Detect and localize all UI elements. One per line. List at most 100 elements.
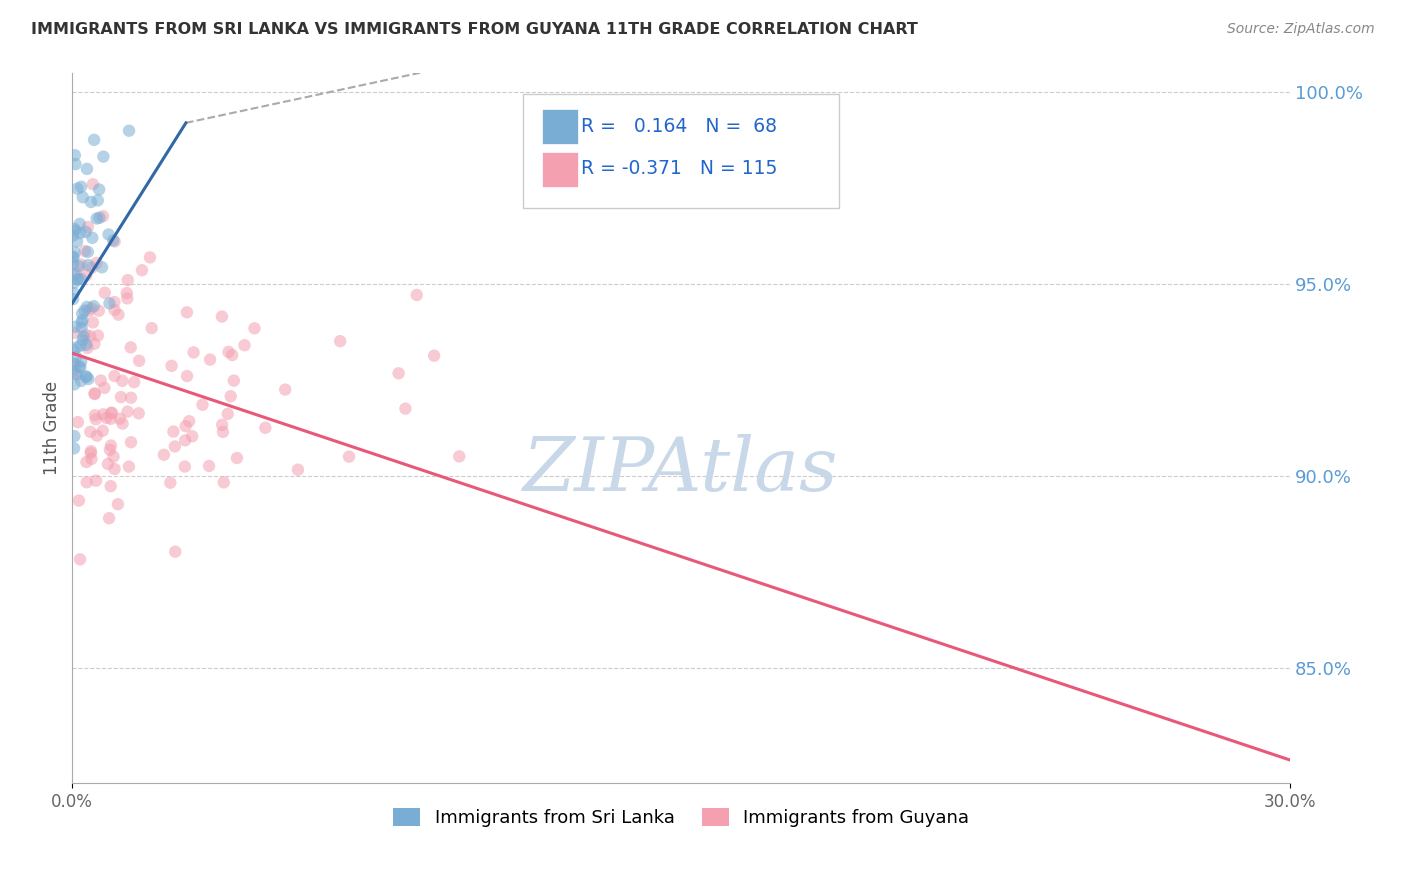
Point [118, 124, 141, 138]
Point [62, 250, 84, 264]
Point [73, 244, 96, 258]
Point [75, 268, 97, 283]
Point [222, 374, 245, 388]
Point [153, 448, 176, 462]
Point [75, 369, 97, 384]
Point [181, 429, 204, 443]
FancyBboxPatch shape [543, 109, 578, 144]
FancyBboxPatch shape [543, 152, 578, 186]
Point [211, 310, 233, 324]
Point [165, 545, 187, 559]
Point [83, 299, 105, 313]
Point [82, 315, 104, 329]
Point [179, 414, 201, 428]
Point [103, 450, 125, 464]
Point [62, 256, 84, 270]
Point [87, 303, 110, 318]
Point [120, 340, 142, 354]
Point [80, 452, 103, 467]
Point [75, 370, 97, 384]
Point [69, 338, 91, 352]
Point [80, 446, 103, 460]
Point [91, 209, 114, 223]
Point [120, 435, 142, 450]
Point [173, 459, 195, 474]
Text: R =   0.164   N =  68: R = 0.164 N = 68 [581, 117, 778, 136]
Point [87, 328, 110, 343]
Point [89, 182, 111, 196]
Point [75, 455, 97, 469]
Point [63, 148, 86, 162]
Point [176, 369, 198, 384]
Point [72, 313, 94, 327]
Point [75, 338, 97, 352]
Point [62, 228, 84, 243]
Point [79, 425, 101, 439]
Point [67, 493, 90, 508]
Point [110, 390, 132, 404]
Point [63, 224, 86, 238]
Text: R = -0.371   N = 115: R = -0.371 N = 115 [581, 160, 778, 178]
Point [62, 357, 84, 371]
Point [73, 303, 96, 318]
Point [162, 425, 184, 439]
Point [65, 341, 87, 355]
Point [83, 133, 105, 147]
Point [77, 304, 100, 318]
Point [80, 301, 103, 316]
Point [76, 475, 98, 490]
Point [63, 442, 86, 456]
Point [423, 349, 446, 363]
Point [79, 329, 101, 343]
Point [70, 179, 93, 194]
Point [394, 401, 416, 416]
Point [80, 194, 103, 209]
Point [233, 338, 256, 352]
Text: IMMIGRANTS FROM SRI LANKA VS IMMIGRANTS FROM GUYANA 11TH GRADE CORRELATION CHART: IMMIGRANTS FROM SRI LANKA VS IMMIGRANTS … [31, 22, 918, 37]
Point [191, 398, 214, 412]
Point [70, 315, 93, 329]
Point [62, 292, 84, 306]
Point [91, 408, 114, 422]
Point [69, 360, 91, 375]
Point [97, 227, 120, 242]
Point [66, 272, 89, 286]
Point [160, 359, 183, 373]
Point [96, 410, 118, 425]
Point [93, 381, 115, 395]
Point [97, 457, 120, 471]
Point [86, 428, 108, 442]
Point [77, 258, 100, 272]
Point [90, 374, 112, 388]
Point [84, 474, 107, 488]
Point [103, 295, 125, 310]
Point [107, 308, 129, 322]
Point [63, 222, 86, 236]
Point [69, 552, 91, 566]
Point [94, 285, 117, 300]
Point [104, 235, 127, 249]
Point [84, 412, 107, 426]
Point [67, 359, 90, 374]
Point [65, 367, 87, 381]
Point [108, 411, 131, 425]
Point [77, 219, 100, 234]
Point [91, 424, 114, 438]
Point [83, 386, 105, 401]
Point [103, 233, 125, 247]
Point [66, 272, 89, 286]
Point [100, 479, 122, 493]
Text: Source: ZipAtlas.com: Source: ZipAtlas.com [1227, 22, 1375, 37]
Point [131, 263, 153, 277]
Point [103, 303, 125, 318]
Point [100, 412, 122, 426]
Point [63, 429, 86, 443]
Text: ZIPAtlas: ZIPAtlas [523, 434, 839, 507]
Point [76, 244, 98, 259]
Point [65, 319, 87, 334]
Legend: Immigrants from Sri Lanka, Immigrants from Guyana: Immigrants from Sri Lanka, Immigrants fr… [385, 801, 976, 834]
Point [66, 368, 89, 382]
Point [128, 406, 150, 420]
Point [65, 157, 87, 171]
Point [115, 286, 138, 301]
